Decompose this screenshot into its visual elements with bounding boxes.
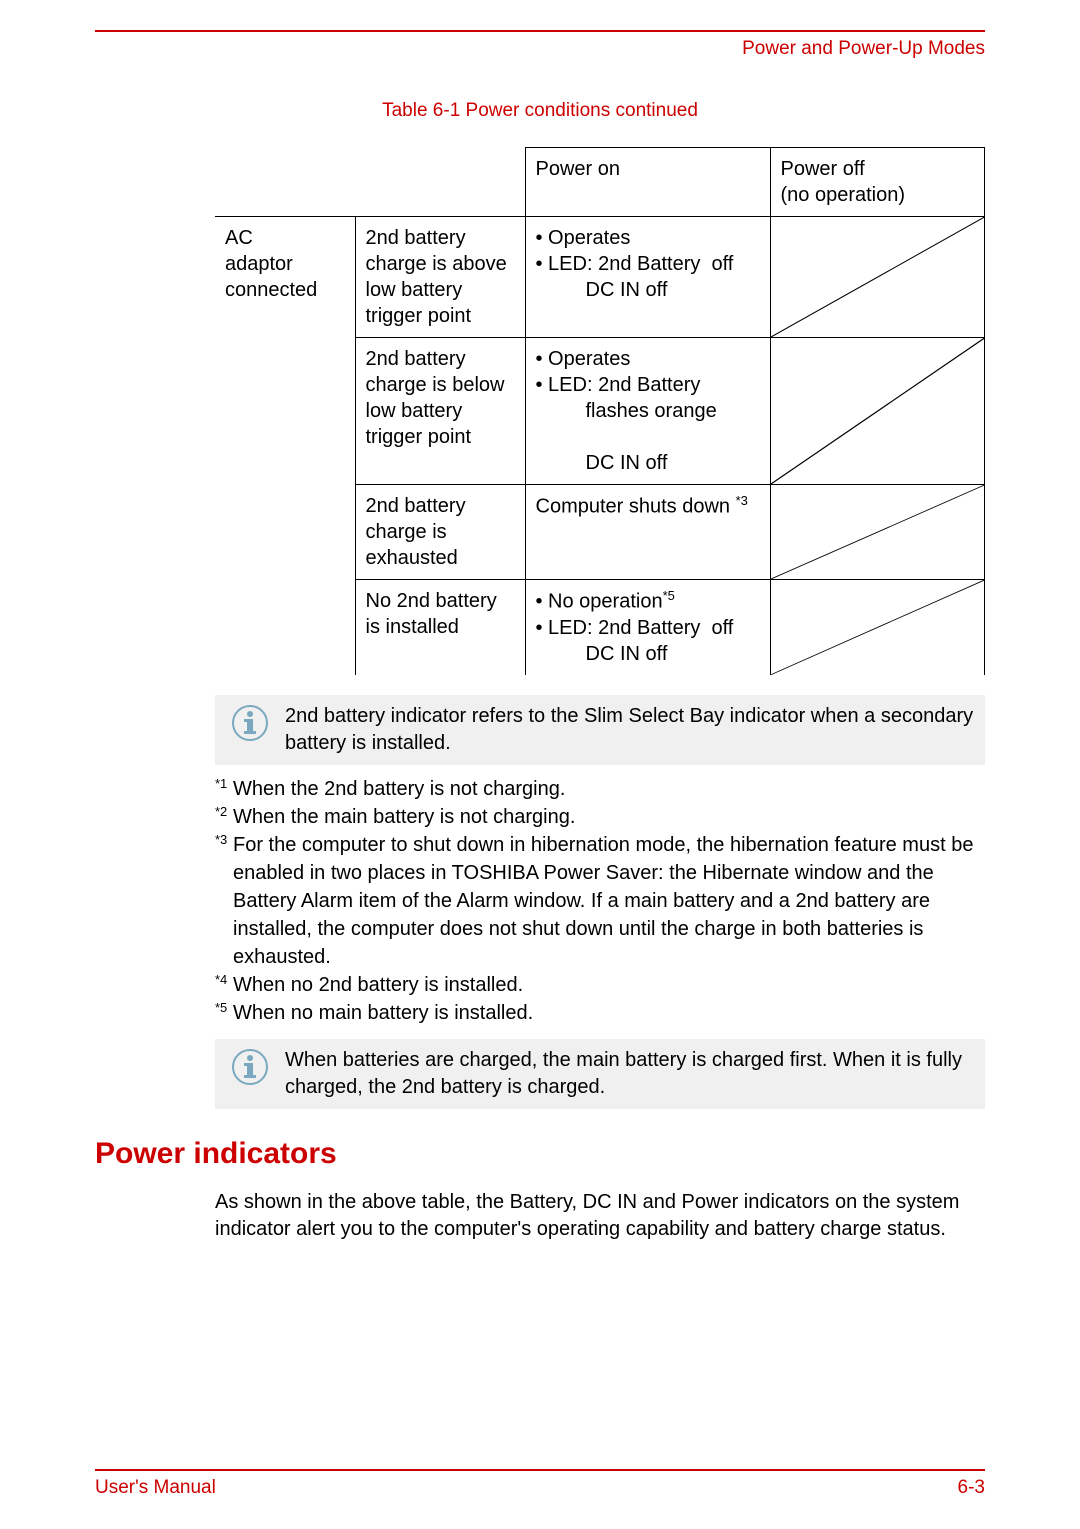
fn-text-3: When no 2nd battery is installed. <box>233 971 985 999</box>
footer-left: User's Manual <box>95 1477 216 1499</box>
cond-2: 2nd battery charge is exhausted <box>355 485 525 580</box>
section-para: As shown in the above table, the Battery… <box>215 1189 985 1243</box>
pon-1: • Operates• LED: 2nd Batteryflashes oran… <box>525 338 770 485</box>
fn-text-0: When the 2nd battery is not charging. <box>233 775 985 803</box>
note-2: When batteries are charged, the main bat… <box>215 1039 985 1109</box>
fn-mark-3: *4 <box>215 971 233 999</box>
footer-right: 6-3 <box>958 1477 985 1499</box>
note-1: 2nd battery indicator refers to the Slim… <box>215 695 985 765</box>
fn-mark-0: *1 <box>215 775 233 803</box>
power-conditions-table: Power on Power off(no operation) ACadapt… <box>215 147 985 675</box>
th-power-off: Power off(no operation) <box>770 148 985 217</box>
footer: User's Manual 6-3 <box>95 1469 985 1499</box>
fn-mark-4: *5 <box>215 999 233 1027</box>
fn-mark-2: *3 <box>215 831 233 971</box>
info-icon <box>215 1047 285 1085</box>
cond-0: 2nd battery charge is above low battery … <box>355 217 525 338</box>
table-title: Table 6-1 Power conditions continued <box>95 100 985 122</box>
fn-text-4: When no main battery is installed. <box>233 999 985 1027</box>
footnotes: *1When the 2nd battery is not charging. … <box>215 775 985 1027</box>
pon-0: • Operates• LED: 2nd Battery offDC IN of… <box>525 217 770 338</box>
cond-3: No 2nd battery is installed <box>355 580 525 675</box>
fn-text-2: For the computer to shut down in hiberna… <box>233 831 985 971</box>
th-power-on: Power on <box>525 148 770 217</box>
poff-2 <box>770 485 985 580</box>
pon-2: Computer shuts down *3 <box>525 485 770 580</box>
cond-1: 2nd battery charge is below low battery … <box>355 338 525 485</box>
fn-mark-1: *2 <box>215 803 233 831</box>
poff-3 <box>770 580 985 675</box>
section-heading: Power indicators <box>95 1137 985 1171</box>
fn-text-1: When the main battery is not charging. <box>233 803 985 831</box>
pon-3: • No operation*5• LED: 2nd Battery offDC… <box>525 580 770 675</box>
rowgroup-label: ACadaptorconnected <box>215 217 355 675</box>
note-2-text: When batteries are charged, the main bat… <box>285 1047 975 1101</box>
info-icon <box>215 703 285 741</box>
header-chapter: Power and Power-Up Modes <box>95 38 985 60</box>
poff-0 <box>770 217 985 338</box>
note-1-text: 2nd battery indicator refers to the Slim… <box>285 703 975 757</box>
poff-1 <box>770 338 985 485</box>
